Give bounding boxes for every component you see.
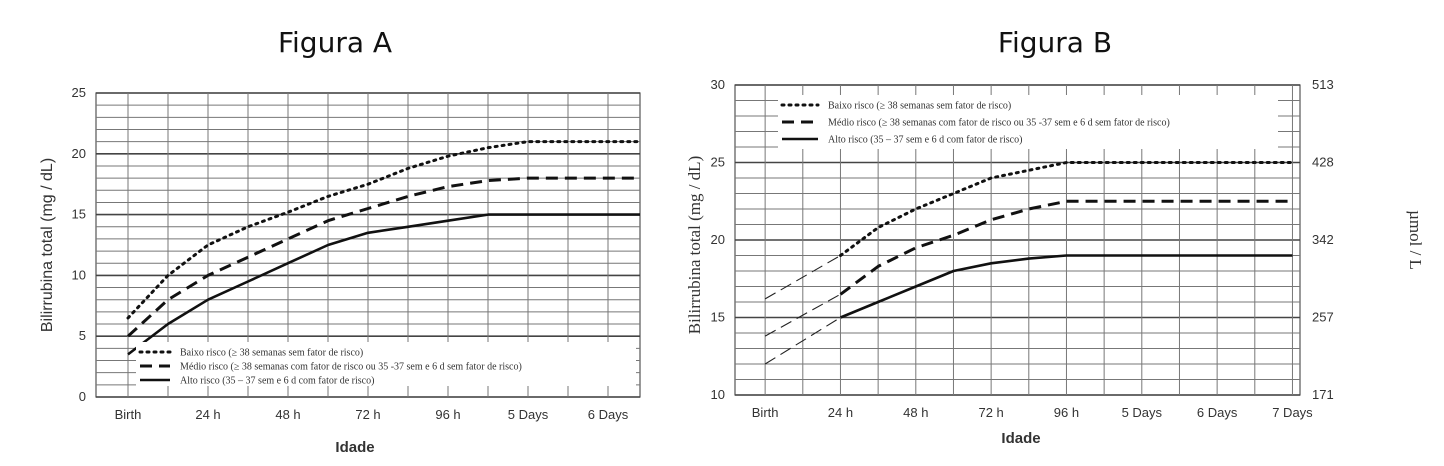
extrapolation-line xyxy=(764,255,841,300)
figure-b-title: Figura B xyxy=(998,26,1112,59)
y-tick-label: 0 xyxy=(79,389,86,404)
figure-b-tick-labels: Birth 24 h 48 h 72 h 96 h 5 Days 6 Days 7 Days 1… xyxy=(711,77,1334,420)
figure-b-y-axis-label: Bilirrubina total (mg / dL) xyxy=(685,156,704,334)
legend-entry: Médio risco (≥ 38 semanas com fator de r… xyxy=(180,362,522,373)
figure-b-y-axis-label-right: µmol / L xyxy=(1406,210,1425,270)
legend-background xyxy=(136,342,636,386)
figure-b-legend: Baixo risco (≥ 38 semanas sem fator de r… xyxy=(778,95,1278,149)
series-line-dashed xyxy=(839,199,1293,296)
y-tick-label: 30 xyxy=(711,77,725,92)
y-right-tick-label: 171 xyxy=(1312,387,1334,402)
extrapolation-line xyxy=(764,293,841,337)
extrapolation-line xyxy=(764,317,841,365)
x-tick-label: 48 h xyxy=(275,407,300,422)
y-right-tick-label: 257 xyxy=(1312,310,1334,325)
figure-a-y-axis-label: Bilirrubina total (mg / dL) xyxy=(39,158,56,332)
x-tick-label: 7 Days xyxy=(1272,405,1313,420)
figure-a-title: Figura A xyxy=(278,26,392,59)
figure-a-series xyxy=(126,140,642,356)
figure-a-legend: Baixo risco (≥ 38 semanas sem fator de r… xyxy=(136,342,636,387)
x-tick-label: 72 h xyxy=(355,407,380,422)
legend-entry: Baixo risco (≥ 38 semanas sem fator de r… xyxy=(180,348,363,359)
figure-b-x-axis-label: Idade xyxy=(1001,430,1040,447)
y-tick-label: 15 xyxy=(72,207,86,222)
y-tick-label: 15 xyxy=(711,310,725,325)
figure-b: Figura B Bilirrubina total (mg / dL) µmo… xyxy=(685,26,1425,447)
figure-a-x-axis-label: Idade xyxy=(335,439,374,456)
legend-entry: Alto risco (35 – 37 sem e 6 d com fator … xyxy=(828,135,1022,146)
series-line-dotted xyxy=(839,161,1294,257)
series-line-solid xyxy=(840,254,1293,319)
x-tick-label: 48 h xyxy=(903,405,928,420)
x-tick-label: 6 Days xyxy=(1197,405,1238,420)
y-tick-label: 20 xyxy=(72,146,86,161)
y-right-tick-label: 513 xyxy=(1312,77,1334,92)
y-right-tick-label: 428 xyxy=(1312,155,1334,170)
x-tick-label: 6 Days xyxy=(588,407,629,422)
x-tick-label: 96 h xyxy=(435,407,460,422)
x-tick-label: 5 Days xyxy=(1122,405,1163,420)
legend-entry: Médio risco (≥ 38 semanas com fator de r… xyxy=(828,118,1170,129)
x-tick-label: 96 h xyxy=(1054,405,1079,420)
legend-background xyxy=(778,95,1278,149)
series-line-dashed xyxy=(126,176,640,338)
series-line-dotted xyxy=(126,140,642,320)
y-tick-label: 25 xyxy=(711,155,725,170)
x-tick-label: 24 h xyxy=(195,407,220,422)
y-tick-label: 10 xyxy=(711,387,725,402)
y-tick-label: 10 xyxy=(72,267,86,282)
legend-entry: Alto risco (35 – 37 sem e 6 d com fator … xyxy=(180,376,374,387)
figure-a: Figura A Bilirrubina total (mg / dL) Ida… xyxy=(39,26,642,456)
y-tick-label: 25 xyxy=(72,85,86,100)
x-tick-label: Birth xyxy=(115,407,142,422)
figure-a-tick-labels: Birth 24 h 48 h 72 h 96 h 5 Days 6 Days 0 5 10 15 2… xyxy=(72,85,629,422)
figure-b-series xyxy=(764,161,1294,365)
y-right-tick-label: 342 xyxy=(1312,232,1334,247)
x-tick-label: 72 h xyxy=(978,405,1003,420)
series-line-solid xyxy=(127,213,640,356)
x-tick-label: 5 Days xyxy=(508,407,549,422)
legend-entry: Baixo risco (≥ 38 semanas sem fator de r… xyxy=(828,101,1011,112)
x-tick-label: Birth xyxy=(752,405,779,420)
x-tick-label: 24 h xyxy=(828,405,853,420)
y-tick-label: 5 xyxy=(79,328,86,343)
y-tick-label: 20 xyxy=(711,232,725,247)
